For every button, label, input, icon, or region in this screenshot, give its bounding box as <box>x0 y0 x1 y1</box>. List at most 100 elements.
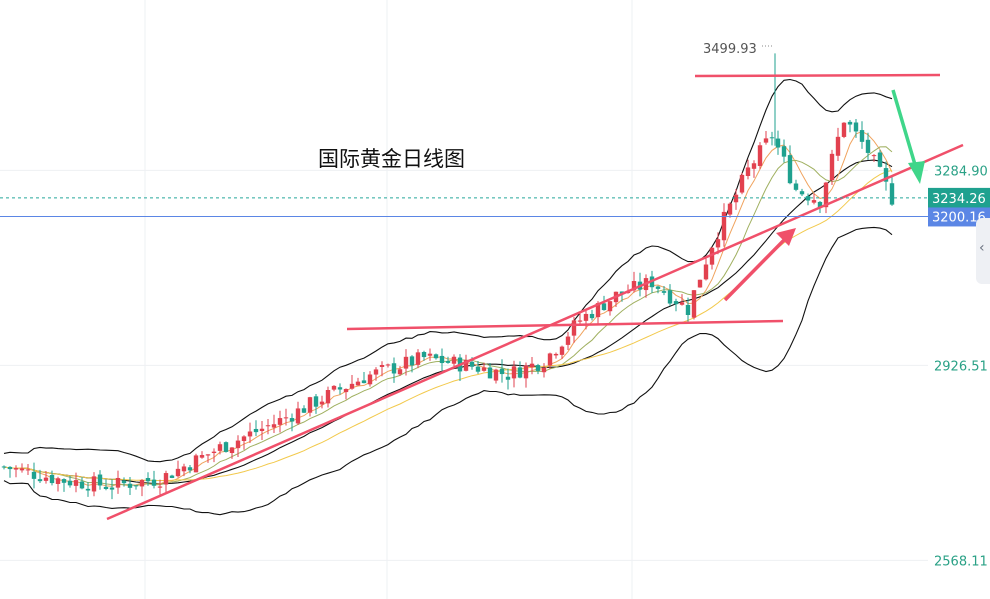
candle-body-60 <box>361 380 367 384</box>
candle-body-131 <box>787 155 793 184</box>
candle-body-109 <box>655 286 661 289</box>
candle-body-100 <box>601 303 607 311</box>
ma-short <box>3 130 893 487</box>
candle-body-138 <box>829 153 835 181</box>
candle-body-147 <box>883 168 889 182</box>
candle-body-139 <box>835 136 841 156</box>
candle-body-1 <box>7 466 13 470</box>
resistance-line <box>694 73 941 78</box>
candle-body-55 <box>331 385 337 390</box>
candle-body-95 <box>571 320 577 336</box>
candle-body-123 <box>739 174 745 193</box>
candle-body-94 <box>565 336 571 345</box>
candle-body-83 <box>499 368 505 375</box>
candle-body-121 <box>727 203 733 215</box>
candle-body-28 <box>169 475 175 478</box>
candle-body-25 <box>151 479 157 486</box>
candle-body-7 <box>43 477 49 481</box>
candle-body-30 <box>181 466 187 472</box>
side-panel-toggle[interactable]: ‹ <box>976 218 990 284</box>
candle-body-65 <box>391 363 397 374</box>
current-price-badge <box>928 187 990 208</box>
candle-body-145 <box>871 155 877 157</box>
candle-body-98 <box>589 313 595 319</box>
trend-lines <box>106 73 964 521</box>
line-price-badge <box>928 207 990 227</box>
candle-body-51 <box>307 397 313 413</box>
candle-body-142 <box>853 122 859 132</box>
candle-body-71 <box>427 353 433 356</box>
rising-trendline <box>106 143 964 521</box>
candle-body-34 <box>205 454 211 456</box>
candle-body-82 <box>493 369 499 381</box>
candle-body-40 <box>241 436 247 442</box>
candle-body-105 <box>631 281 637 291</box>
candle-body-5 <box>31 471 37 479</box>
bollinger-bands <box>3 78 893 516</box>
candle-body-35 <box>211 451 217 454</box>
candle-body-24 <box>145 477 151 482</box>
candle-body-27 <box>163 473 169 485</box>
candle-body-122 <box>733 194 739 203</box>
candle-body-14 <box>85 488 91 491</box>
price-tick-label: 3284.90 <box>934 164 988 179</box>
candle-body-3 <box>19 468 25 471</box>
candle-body-45 <box>271 424 277 428</box>
candles <box>1 45 895 500</box>
candle-body-42 <box>253 428 259 433</box>
moving-averages <box>3 130 893 487</box>
candle-body-44 <box>265 425 271 427</box>
candle-body-38 <box>229 447 235 454</box>
candle-body-50 <box>301 408 307 413</box>
chevron-left-icon: ‹ <box>979 240 985 256</box>
candle-body-13 <box>79 481 85 489</box>
up-arrow-head <box>776 228 796 246</box>
candle-body-118 <box>709 247 715 265</box>
candle-body-32 <box>193 455 199 473</box>
high-label: 3499.93 <box>703 42 757 57</box>
candle-body-111 <box>667 290 673 304</box>
down-arrow-head <box>908 161 925 184</box>
candle-body-128 <box>769 137 775 139</box>
candle-body-63 <box>379 365 385 367</box>
candle-body-78 <box>469 361 475 367</box>
candle-body-143 <box>859 130 865 142</box>
annotation-arrows <box>723 89 925 302</box>
candle-body-59 <box>355 381 361 386</box>
candle-body-133 <box>799 191 805 195</box>
candle-body-116 <box>697 279 703 288</box>
current-price-label: 3234.26 <box>932 192 986 207</box>
candle-body-20 <box>121 480 127 484</box>
candle-body-36 <box>217 444 223 451</box>
candle-body-58 <box>349 383 355 389</box>
candle-body-54 <box>325 389 331 404</box>
candle-body-141 <box>847 121 853 125</box>
candle-body-15 <box>91 476 97 492</box>
candle-body-47 <box>283 417 289 419</box>
candle-body-29 <box>175 468 181 477</box>
candle-body-26 <box>157 486 163 488</box>
candle-body-140 <box>841 122 847 137</box>
candle-body-148 <box>889 183 895 205</box>
candle-body-64 <box>385 364 391 366</box>
candle-body-99 <box>595 303 601 318</box>
candle-body-23 <box>139 480 145 487</box>
candle-body-52 <box>313 396 319 407</box>
candle-body-68 <box>409 356 415 366</box>
candle-body-113 <box>679 302 685 305</box>
candle-body-89 <box>535 365 541 371</box>
candle-body-88 <box>529 363 535 368</box>
candle-body-19 <box>115 477 121 488</box>
candle-body-130 <box>781 146 787 157</box>
candle-body-12 <box>73 480 79 486</box>
candle-body-39 <box>235 440 241 449</box>
candle-body-21 <box>127 483 133 488</box>
grid-lines <box>0 0 928 599</box>
candle-body-110 <box>661 291 667 293</box>
up-arrow-shaft <box>723 234 790 302</box>
candle-body-77 <box>463 359 469 371</box>
candle-body-132 <box>793 183 799 190</box>
candle-body-49 <box>295 408 301 424</box>
price-tick-label: 2926.51 <box>934 359 988 374</box>
